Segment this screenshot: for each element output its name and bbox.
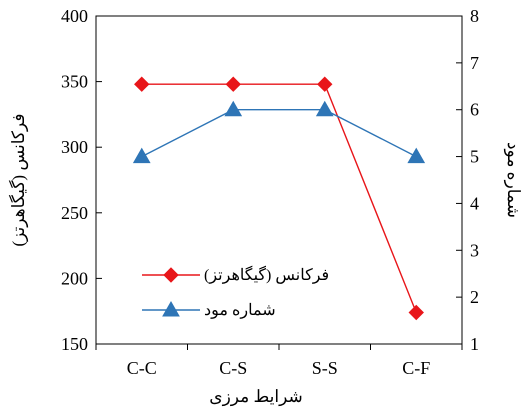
legend: فرکانس (گیگاهرتز) شماره مود: [142, 265, 329, 319]
data-point: [225, 76, 241, 92]
y-left-tick-label: 300: [61, 137, 88, 157]
data-point: [132, 147, 151, 164]
y-left-tick-label: 250: [61, 203, 88, 223]
x-axis-title: شرایط مرزی: [209, 387, 302, 407]
data-point: [134, 76, 150, 92]
legend-label: شماره مود: [204, 302, 276, 319]
series-line: [141, 83, 417, 313]
series-line: [141, 109, 417, 158]
y-left-tick-label: 350: [61, 72, 88, 92]
data-point: [224, 100, 243, 117]
y-axis-right-title: شماره مود: [503, 142, 522, 218]
y-right-tick-label: 2: [470, 287, 479, 307]
y-right-tick-label: 7: [470, 53, 479, 73]
y-left-tick-label: 400: [61, 6, 88, 26]
y-right-tick-label: 5: [470, 147, 479, 167]
series-2: [132, 100, 426, 164]
legend-marker: [162, 300, 180, 317]
data-point: [317, 76, 333, 92]
data-point: [407, 147, 426, 164]
y-right-tick-label: 3: [470, 240, 479, 260]
series-1: [134, 76, 424, 321]
x-tick-label: C-S: [219, 358, 247, 378]
y-right-tick-label: 6: [470, 100, 479, 120]
y-axis-left-title: فرکانس (گیگاهرتز): [8, 113, 29, 246]
axes: 150 200 250 300 350 400 1 2 3 4 5 6 7 8 C-C C-S S-S C-F: [61, 6, 479, 378]
x-tick-label: C-F: [402, 358, 430, 378]
y-right-tick-label: 8: [470, 6, 479, 26]
legend-marker: [163, 267, 179, 283]
plot-frame: [95, 15, 463, 345]
data-point: [315, 100, 334, 117]
x-tick-label: S-S: [312, 358, 338, 378]
y-left-tick-label: 200: [61, 268, 88, 288]
y-right-tick-label: 1: [470, 334, 479, 354]
y-right-tick-label: 4: [470, 193, 479, 213]
data-point: [408, 304, 424, 321]
x-tick-label: C-C: [127, 358, 157, 378]
y-left-tick-label: 150: [61, 334, 88, 354]
series-layer: [132, 76, 426, 321]
legend-label: فرکانس (گیگاهرتز): [204, 265, 329, 284]
